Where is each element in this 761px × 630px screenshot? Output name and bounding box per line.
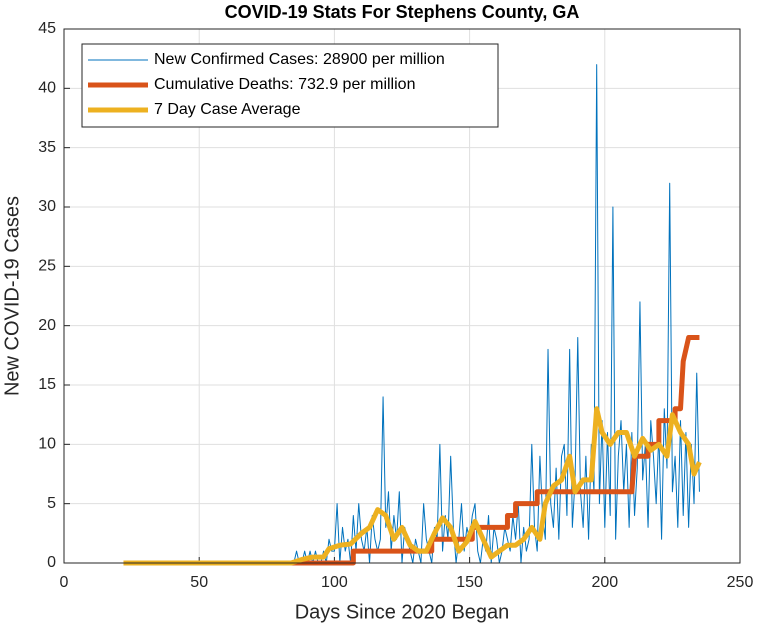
legend-label: Cumulative Deaths: 732.9 per million xyxy=(154,76,415,93)
x-tick-label: 200 xyxy=(591,574,618,591)
chart-title: COVID-19 Stats For Stephens County, GA xyxy=(225,2,580,22)
y-tick-label: 10 xyxy=(38,436,56,453)
legend: New Confirmed Cases: 28900 per million Cu… xyxy=(81,43,499,128)
x-tick-label: 150 xyxy=(456,574,483,591)
axes-box xyxy=(63,28,741,564)
y-tick-label: 15 xyxy=(38,376,56,393)
x-tick-label: 0 xyxy=(60,574,69,591)
y-tick-label: 0 xyxy=(47,554,56,571)
y-tick-label: 30 xyxy=(38,198,56,215)
x-tick-label: 100 xyxy=(321,574,348,591)
y-tick-label: 45 xyxy=(38,20,56,37)
y-tick-label: 20 xyxy=(38,317,56,334)
legend-label: New Confirmed Cases: 28900 per million xyxy=(154,51,445,68)
x-tick-label: 50 xyxy=(190,574,208,591)
series-line xyxy=(123,406,702,566)
y-tick-label: 5 xyxy=(47,495,56,512)
y-axis-label: New COVID-19 Cases xyxy=(1,196,23,396)
y-tick-label: 40 xyxy=(38,80,56,97)
y-tick-label: 25 xyxy=(38,258,56,275)
y-tick-label: 35 xyxy=(38,139,56,156)
x-tick-label: 250 xyxy=(727,574,754,591)
x-axis-label: Days Since 2020 Began xyxy=(295,601,510,623)
legend-label: 7 Day Case Average xyxy=(154,101,301,118)
legend-box xyxy=(81,43,499,128)
